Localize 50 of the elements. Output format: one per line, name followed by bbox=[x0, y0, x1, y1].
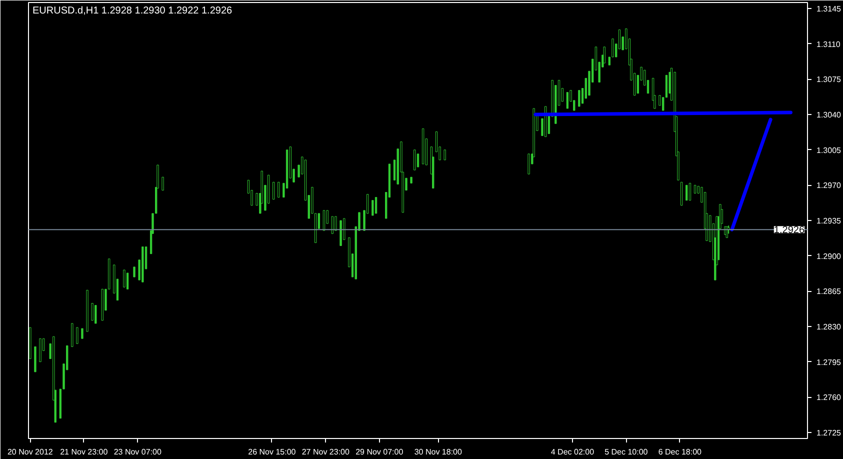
y-tick-label: 1.3040 bbox=[816, 110, 842, 120]
candlestick bbox=[91, 302, 94, 321]
y-tick-label: 1.3145 bbox=[816, 4, 842, 14]
candlestick bbox=[578, 90, 580, 107]
candlestick bbox=[603, 46, 606, 64]
candlestick bbox=[331, 216, 334, 234]
candlestick bbox=[133, 266, 136, 278]
x-tick-label: 27 Nov 23:00 bbox=[302, 448, 350, 456]
y-tick-label: 1.2795 bbox=[816, 358, 842, 367]
candlestick bbox=[76, 326, 78, 344]
candlestick bbox=[374, 196, 378, 214]
candlestick bbox=[688, 182, 692, 201]
y-tick-label: 1.2935 bbox=[816, 216, 842, 226]
x-tick-label: 29 Nov 07:00 bbox=[356, 448, 404, 456]
candlestick bbox=[123, 269, 126, 288]
candlestick bbox=[81, 328, 84, 340]
y-tick-label: 1.3075 bbox=[816, 75, 842, 84]
candlestick bbox=[272, 182, 275, 200]
candlestick bbox=[414, 149, 416, 171]
candlestick bbox=[444, 149, 446, 160]
candlestick bbox=[686, 184, 688, 201]
candlestick bbox=[278, 182, 280, 198]
y-tick-label: 1.2725 bbox=[816, 428, 842, 438]
candlestick bbox=[334, 216, 337, 232]
candlestick bbox=[126, 272, 129, 290]
x-tick-label: 6 Dec 18:00 bbox=[658, 448, 702, 456]
x-tick-label: 5 Dec 10:00 bbox=[604, 448, 648, 456]
y-tick-label: 1.3005 bbox=[816, 146, 842, 155]
x-tick-label: 26 Nov 15:00 bbox=[248, 448, 296, 456]
x-tick-label: 20 Nov 2012 bbox=[7, 448, 54, 456]
x-tick-label: 21 Nov 23:00 bbox=[60, 448, 108, 456]
candlestick bbox=[528, 153, 530, 175]
x-tick-label: 4 Dec 02:00 bbox=[550, 448, 595, 456]
x-tick-label: 30 Nov 18:00 bbox=[414, 448, 462, 456]
candlestick bbox=[566, 92, 569, 109]
candlestick bbox=[372, 200, 374, 216]
candlestick bbox=[416, 153, 420, 168]
candlestick bbox=[680, 182, 683, 206]
candlestick bbox=[71, 322, 74, 348]
y-tick-label: 1.2900 bbox=[816, 252, 842, 261]
candlestick bbox=[162, 176, 164, 191]
y-tick-label: 1.2830 bbox=[816, 322, 842, 332]
y-tick-label: 1.3110 bbox=[816, 40, 841, 49]
y-tick-label: 1.2865 bbox=[816, 287, 842, 296]
candlestick bbox=[94, 304, 97, 324]
y-tick-label: 1.2760 bbox=[816, 393, 842, 402]
chart-title: EURUSD.d,H1 1.2928 1.2930 1.2922 1.2926 bbox=[32, 6, 233, 16]
y-tick-label: 1.2970 bbox=[816, 181, 842, 190]
candlestick bbox=[39, 338, 42, 362]
x-tick-label: 23 Nov 07:00 bbox=[114, 448, 162, 456]
